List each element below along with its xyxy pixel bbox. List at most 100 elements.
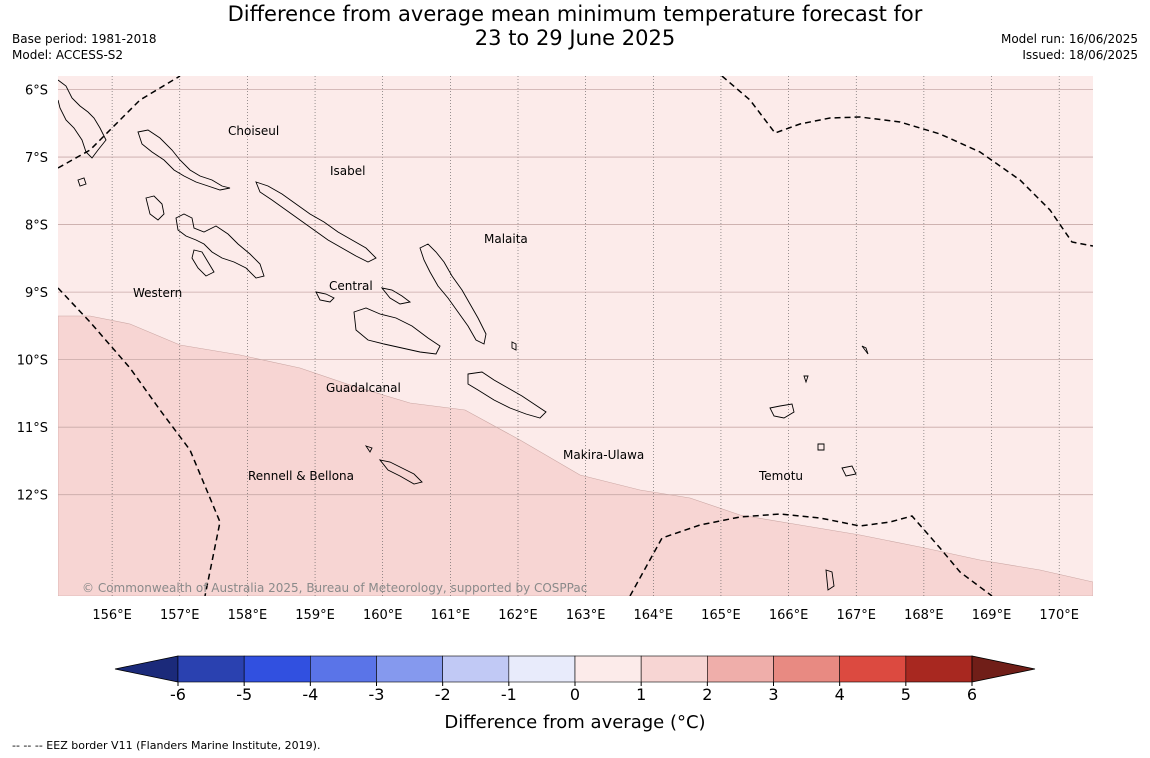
- lat-label: 7°S: [25, 151, 48, 166]
- model-run: Model run: 16/06/2025: [1000, 32, 1138, 46]
- eez-border-nauru: [721, 76, 1093, 247]
- lon-label: 156°E: [92, 608, 132, 623]
- colorbar-tick-label: -2: [435, 685, 451, 704]
- island-makira: [467, 371, 547, 419]
- latitude-labels: 6°S 7°S 8°S 9°S 10°S 11°S 12°S: [17, 84, 48, 504]
- colorbar-tick-label: -1: [501, 685, 517, 704]
- colorbar-segment: [574, 655, 642, 683]
- island-utupua: [817, 443, 825, 451]
- coastlines: [58, 79, 869, 591]
- island-tikopia: [825, 569, 835, 591]
- region-label-central: Central: [329, 279, 373, 293]
- colorbar-tick-label: 5: [901, 685, 911, 704]
- lat-label: 6°S: [25, 84, 48, 99]
- lat-label: 11°S: [17, 421, 48, 436]
- map-title: Difference from average mean minimum tem…: [0, 2, 1150, 50]
- model-name: Model: ACCESS-S2: [12, 48, 124, 62]
- colorbar-segment: [773, 655, 840, 683]
- anomaly-1-2-region: [58, 315, 1093, 596]
- lat-label: 12°S: [17, 489, 48, 504]
- island-vella: [145, 195, 165, 221]
- region-label-guadalcanal: Guadalcanal: [326, 381, 401, 395]
- colorbar-segment: [376, 655, 443, 683]
- longitude-labels: 156°E 157°E 158°E 159°E 160°E 161°E 162°E 163°E…: [92, 608, 1079, 623]
- colorbar-low-extension: [114, 655, 179, 683]
- title-line-2: 23 to 29 June 2025: [474, 26, 676, 50]
- footer-note: -- -- -- EEZ border V11 (Flanders Marine…: [12, 739, 321, 752]
- meta-right: Model run: 16/06/2025 Issued: 18/06/2025: [1001, 31, 1138, 63]
- region-label-temotu: Temotu: [758, 469, 803, 483]
- title-line-1: Difference from average mean minimum tem…: [227, 2, 923, 26]
- lon-label: 167°E: [836, 608, 876, 623]
- colorbar-segment: [177, 655, 245, 683]
- colorbar-tick-label: -3: [369, 685, 385, 704]
- colorbar-segment: [839, 655, 907, 683]
- lon-label: 162°E: [498, 608, 538, 623]
- copyright-text: © Commonwealth of Australia 2025, Bureau…: [82, 581, 587, 595]
- eez-border-png-north: [58, 76, 181, 169]
- island-vanikoro: [841, 465, 857, 477]
- colorbar-high-extension: [971, 655, 1036, 683]
- colorbar-tick-label: 1: [636, 685, 646, 704]
- colorbar-segment: [640, 655, 708, 683]
- region-label-rennell-bellona: Rennell & Bellona: [248, 469, 354, 483]
- colorbar-segment: [442, 655, 510, 683]
- colorbar-segment: [310, 655, 377, 683]
- region-label-choiseul: Choiseul: [228, 124, 279, 138]
- colorbar-tick-label: -5: [236, 685, 252, 704]
- island-new-georgia: [175, 213, 265, 279]
- lon-label: 158°E: [228, 608, 268, 623]
- region-label-makira-ulawa: Makira-Ulawa: [563, 448, 644, 462]
- lon-label: 159°E: [295, 608, 335, 623]
- colorbar-tick-label: 6: [967, 685, 977, 704]
- island-shortlands: [77, 177, 87, 187]
- lon-label: 161°E: [431, 608, 471, 623]
- island-sikaiana: [861, 345, 869, 355]
- colorbar-tick-label: 3: [768, 685, 778, 704]
- lon-label: 168°E: [904, 608, 944, 623]
- colorbar-segment: [707, 655, 774, 683]
- island-ulawa: [511, 341, 517, 351]
- eez-borders: [58, 76, 1093, 596]
- region-label-western: Western: [133, 286, 182, 300]
- lon-label: 170°E: [1039, 608, 1079, 623]
- lon-label: 169°E: [972, 608, 1012, 623]
- region-labels: Choiseul Isabel Malaita Western Central …: [133, 124, 803, 483]
- colorbar-segment: [243, 655, 311, 683]
- colorbar-tick-label: 4: [835, 685, 845, 704]
- island-russell: [380, 287, 412, 305]
- lon-label: 163°E: [566, 608, 606, 623]
- lat-label: 10°S: [17, 354, 48, 369]
- map-area: Choiseul Isabel Malaita Western Central …: [58, 76, 1093, 596]
- colorbar-tick-label: 0: [570, 685, 580, 704]
- lon-label: 157°E: [160, 608, 200, 623]
- colorbar-tick-label: -6: [170, 685, 186, 704]
- colorbar: -6 -5 -4 -3 -2 -1 0 1 2 3 4 5 6: [114, 655, 1036, 704]
- island-bellona: [364, 445, 373, 453]
- region-label-malaita: Malaita: [484, 232, 528, 246]
- island-rennell: [378, 459, 423, 485]
- lat-label: 8°S: [25, 219, 48, 234]
- colorbar-tick-label: -4: [302, 685, 318, 704]
- colorbar-segment: [508, 655, 576, 683]
- lon-label: 166°E: [769, 608, 809, 623]
- island-choiseul: [137, 129, 231, 191]
- gridlines: [58, 76, 1093, 596]
- island-guadalcanal: [353, 307, 441, 355]
- island-duff: [803, 375, 809, 384]
- lat-label: 9°S: [25, 286, 48, 301]
- lon-label: 160°E: [363, 608, 403, 623]
- island-isabel: [255, 181, 377, 263]
- lon-label: 165°E: [701, 608, 741, 623]
- island-bougainville: [58, 79, 107, 159]
- lon-label: 164°E: [634, 608, 674, 623]
- island-malaita: [419, 243, 487, 345]
- region-label-isabel: Isabel: [330, 164, 365, 178]
- base-period: Base period: 1981-2018: [12, 32, 157, 46]
- island-santa-cruz: [769, 403, 795, 419]
- meta-left: Base period: 1981-2018 Model: ACCESS-S2: [12, 31, 157, 63]
- island-florida: [315, 291, 335, 303]
- colorbar-tick-label: 2: [702, 685, 712, 704]
- colorbar-label: Difference from average (°C): [444, 712, 705, 733]
